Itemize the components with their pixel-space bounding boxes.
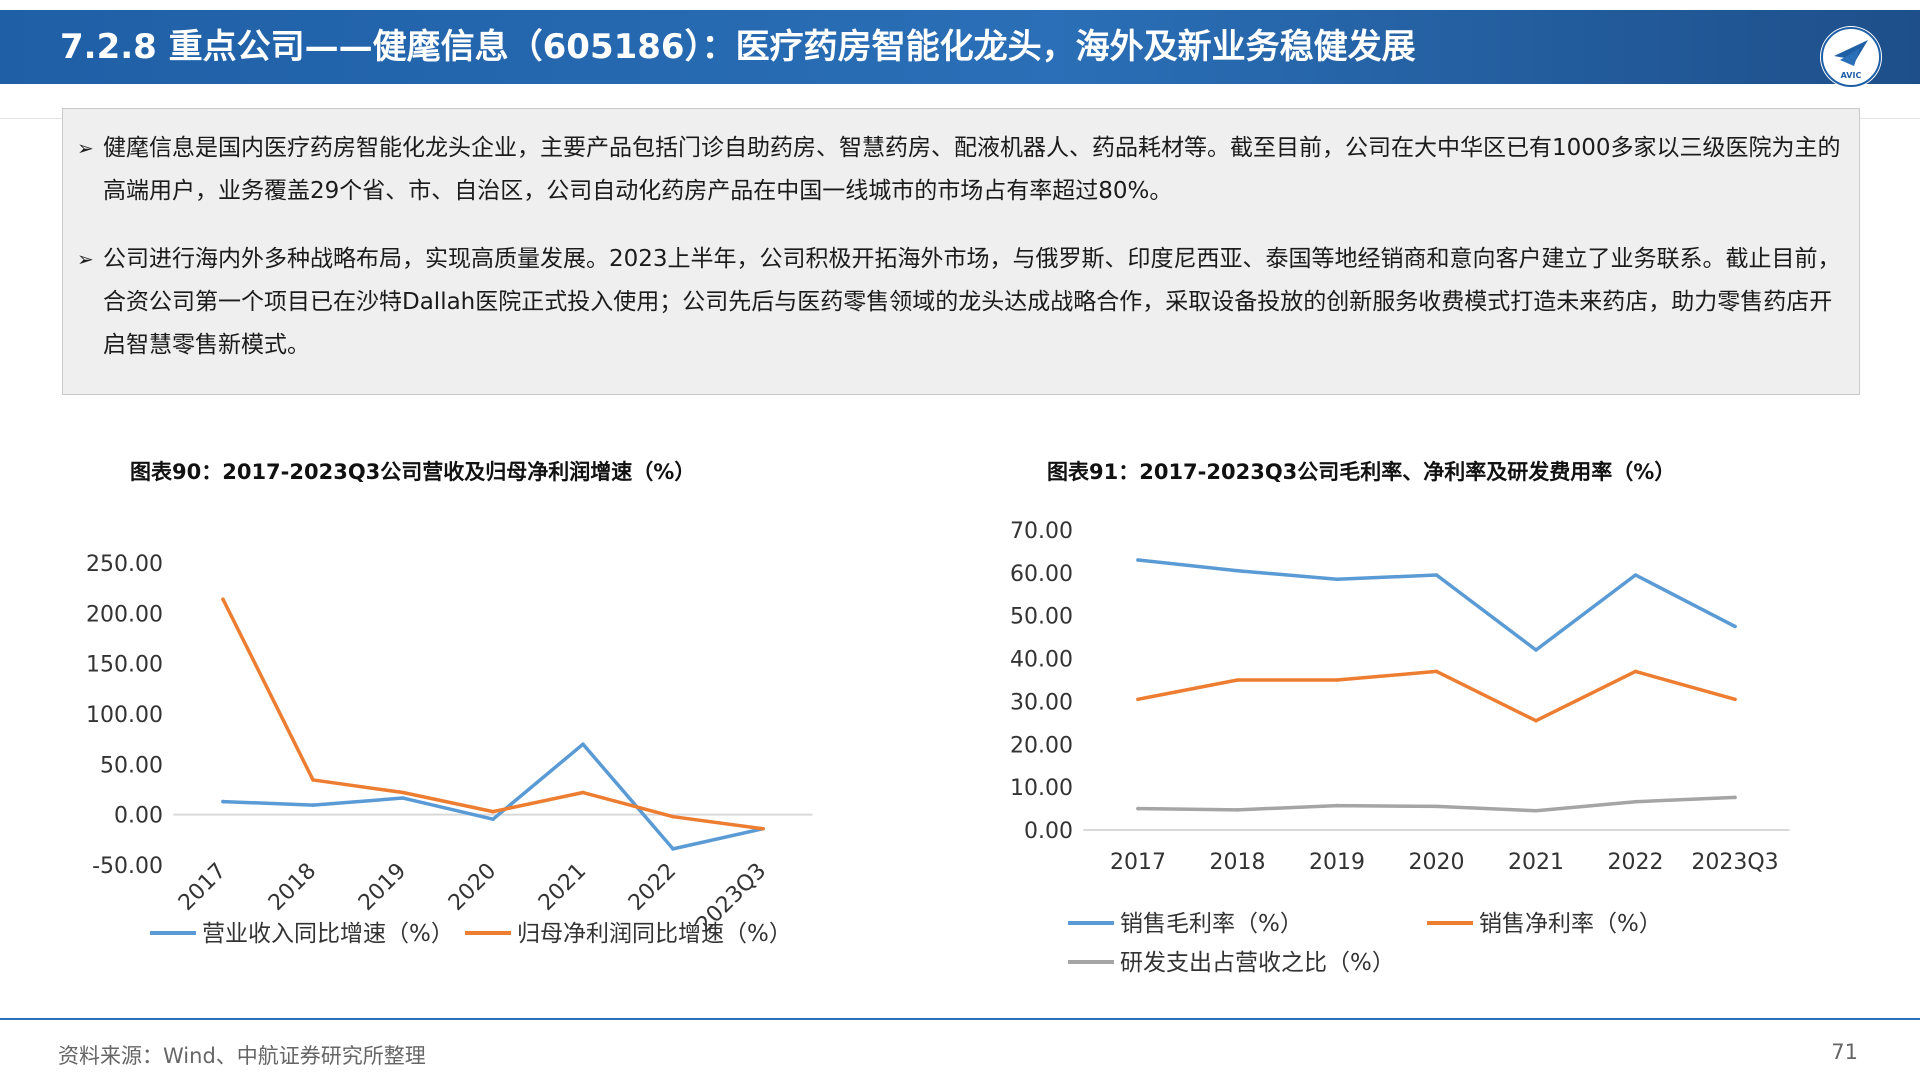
y-tick-label: 10.00 <box>1010 776 1073 801</box>
x-tick-label: 2021 <box>534 859 591 916</box>
bullet-text: 健麾信息是国内医疗药房智能化龙头企业，主要产品包括门诊自助药房、智慧药房、配液机… <box>103 135 1841 204</box>
data-point <box>1136 806 1140 811</box>
data-point <box>311 778 315 782</box>
data-point <box>671 814 675 819</box>
data-point <box>311 803 315 807</box>
legend-label: 营业收入同比增速（%） <box>202 921 454 947</box>
y-tick-label: 100.00 <box>86 703 163 728</box>
legend-label: 销售净利率（%） <box>1479 911 1662 937</box>
data-point <box>401 790 405 795</box>
bullet-arrow-icon: ➢ <box>77 247 94 271</box>
data-point <box>491 809 495 814</box>
summary-box: ➢ 健麾信息是国内医疗药房智能化龙头企业，主要产品包括门诊自助药房、智慧药房、配… <box>62 108 1860 395</box>
bullet-arrow-icon: ➢ <box>77 136 94 160</box>
data-point <box>1335 577 1339 582</box>
y-tick-label: 250.00 <box>86 552 163 577</box>
data-point <box>1335 678 1339 682</box>
avic-logo: AVIC <box>1820 26 1882 88</box>
y-tick-label: 20.00 <box>1010 733 1073 758</box>
data-point <box>1335 803 1339 808</box>
data-point <box>761 826 765 831</box>
y-tick-label: 0.00 <box>114 804 163 829</box>
data-point <box>671 847 675 851</box>
y-tick-label: 200.00 <box>86 602 163 627</box>
data-point <box>1534 648 1538 652</box>
legend-label: 研发支出占营收之比（%） <box>1120 950 1395 976</box>
data-point <box>1235 678 1240 682</box>
data-point <box>1235 568 1240 573</box>
x-tick-label: 2020 <box>444 859 501 916</box>
data-point <box>1434 804 1439 809</box>
avic-logo-icon: AVIC <box>1821 27 1881 87</box>
logo-text: AVIC <box>1841 71 1862 80</box>
summary-bullet: ➢ 健麾信息是国内医疗药房智能化龙头企业，主要产品包括门诊自助药房、智慧药房、配… <box>77 127 1842 213</box>
data-point <box>1434 669 1439 674</box>
y-tick-label: 50.00 <box>100 753 163 778</box>
data-point <box>1534 808 1538 813</box>
source-note: 资料来源：Wind、中航证券研究所整理 <box>58 1044 426 1068</box>
data-point <box>1235 808 1240 812</box>
data-point <box>221 799 225 804</box>
data-point <box>1534 718 1538 723</box>
data-point <box>221 597 225 602</box>
summary-bullet: ➢ 公司进行海内外多种战略布局，实现高质量发展。2023上半年，公司积极开拓海外… <box>77 238 1842 367</box>
data-point <box>581 742 585 746</box>
header-bar: 7.2.8 重点公司——健麾信息（605186）：医疗药房智能化龙头，海外及新业… <box>0 10 1920 88</box>
x-tick-label: 2022 <box>624 859 681 916</box>
legend-label: 销售毛利率（%） <box>1120 911 1303 937</box>
data-point <box>1434 573 1439 577</box>
data-point <box>1733 697 1737 702</box>
page-number: 71 <box>1831 1040 1858 1064</box>
x-tick-label: 2018 <box>1210 850 1266 875</box>
data-point <box>1633 669 1638 674</box>
data-point <box>1136 697 1140 702</box>
margin-line-chart: 70.00 60.00 50.00 40.00 30.00 20.00 10.00 0.00 2… <box>1010 519 1790 976</box>
series-line <box>1136 795 1737 813</box>
x-tick-label: 2021 <box>1508 850 1564 875</box>
x-tick-label: 2019 <box>1309 850 1365 875</box>
y-tick-label: 40.00 <box>1010 648 1073 673</box>
growth-line-chart: 250.00 200.00 150.00 100.00 50.00 0.00 -50.00 2… <box>86 552 813 947</box>
x-tick-label: 2019 <box>354 859 411 916</box>
y-tick-label: 60.00 <box>1010 562 1073 587</box>
x-tick-label: 2022 <box>1608 850 1664 875</box>
data-point <box>1136 558 1140 562</box>
bullet-text: 公司进行海内外多种战略布局，实现高质量发展。2023上半年，公司积极开拓海外市场… <box>103 246 1841 358</box>
data-point <box>1733 795 1737 800</box>
series-line <box>221 597 765 831</box>
data-point <box>401 796 405 800</box>
data-point <box>1733 624 1737 629</box>
footer-divider <box>0 1018 1920 1020</box>
x-tick-label: 2018 <box>264 859 321 916</box>
x-tick-label: 2017 <box>174 859 231 916</box>
data-point <box>1633 799 1638 804</box>
x-tick-label: 2020 <box>1409 850 1465 875</box>
data-point <box>1633 573 1638 577</box>
data-point <box>581 790 585 795</box>
data-point <box>491 817 495 821</box>
chart-title: 图表90：2017-2023Q3公司营收及归母净利润增速（%） <box>130 460 696 484</box>
y-tick-label: 70.00 <box>1010 519 1073 544</box>
y-tick-label: -50.00 <box>92 854 163 879</box>
x-tick-label: 2023Q3 <box>1691 850 1778 875</box>
chart-title: 图表91：2017-2023Q3公司毛利率、净利率及研发费用率（%） <box>1047 460 1676 484</box>
y-tick-label: 30.00 <box>1010 690 1073 715</box>
series-line <box>1136 669 1737 723</box>
y-tick-label: 0.00 <box>1024 819 1073 844</box>
legend-label: 归母净利润同比增速（%） <box>517 921 792 947</box>
page-title: 7.2.8 重点公司——健麾信息（605186）：医疗药房智能化龙头，海外及新业… <box>60 27 1416 67</box>
x-tick-label: 2017 <box>1110 850 1166 875</box>
y-tick-label: 50.00 <box>1010 605 1073 630</box>
y-tick-label: 150.00 <box>86 653 163 678</box>
